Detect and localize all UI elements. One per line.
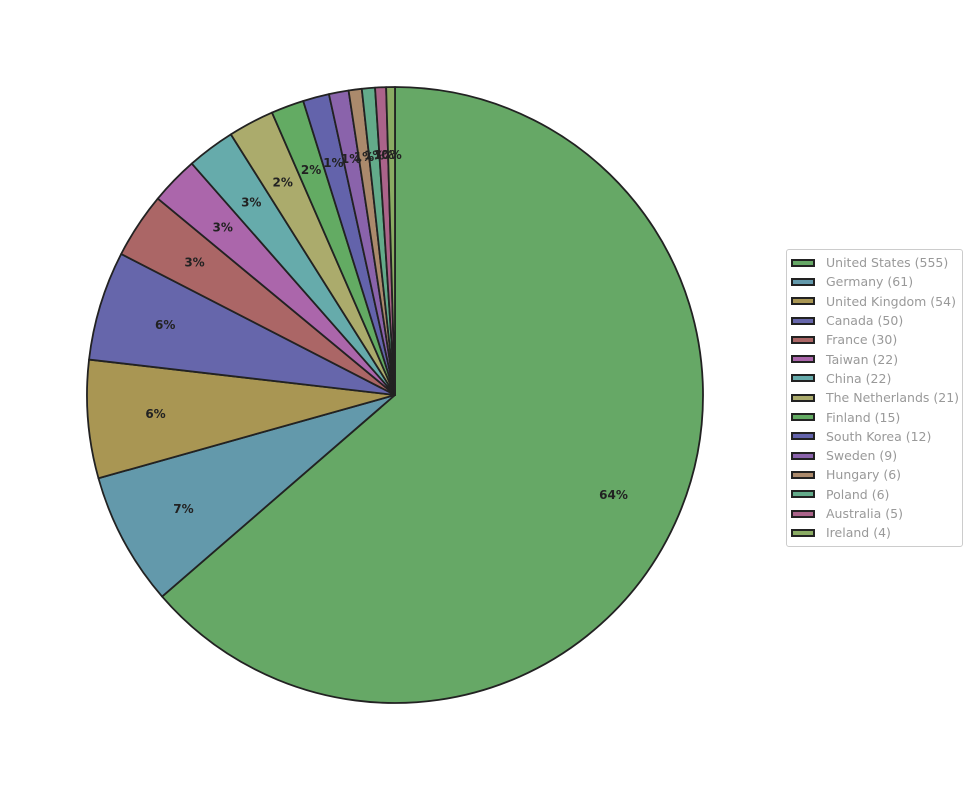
legend-swatch [791, 451, 815, 460]
legend-item: Germany (61) [787, 272, 962, 291]
legend-label: Australia (5) [826, 506, 903, 521]
legend-label: United States (555) [826, 255, 949, 271]
legend-swatch [791, 374, 815, 383]
legend-label: Canada (50) [826, 313, 904, 329]
legend-swatch [791, 355, 815, 364]
legend-swatch [791, 393, 815, 402]
slice-percent-label: 2% [301, 163, 321, 177]
legend-label: France (30) [826, 332, 898, 348]
slice-percent-label: 0% [381, 148, 401, 162]
legend-swatch [791, 432, 815, 441]
legend-label: China (22) [826, 370, 892, 386]
legend-item: China (22) [787, 369, 962, 388]
legend-swatch [791, 277, 815, 286]
legend-swatch [791, 335, 815, 344]
slice-percent-label: 64% [599, 488, 628, 502]
legend-label: United Kingdom (54) [826, 293, 956, 309]
legend-item: The Netherlands (21) [787, 388, 962, 407]
legend-item: Australia (5) [787, 504, 962, 523]
legend-swatch [791, 490, 815, 499]
slice-percent-label: 3% [213, 221, 233, 235]
legend-swatch [791, 528, 815, 537]
legend-swatch [791, 470, 815, 479]
chart-legend: United States (555) Germany (61) United Ki… [786, 249, 963, 548]
legend-item: Poland (6) [787, 485, 962, 504]
legend-item: United States (555) [787, 253, 962, 272]
legend-item: France (30) [787, 330, 962, 349]
legend-item: Ireland (4) [787, 523, 962, 542]
legend-label: Finland (15) [826, 409, 901, 425]
pie-slice [161, 86, 704, 704]
pie-slice [385, 86, 396, 396]
legend-item: Taiwan (22) [787, 349, 962, 368]
legend-item: South Korea (12) [787, 427, 962, 446]
slice-percent-label: 2% [273, 176, 293, 190]
pie-percent-labels: 64%7%6%6%3%3%3%2%2%1%1%1%1%1%0% [145, 148, 628, 516]
legend-item: Canada (50) [787, 311, 962, 330]
slice-percent-label: 1% [354, 150, 374, 164]
slice-percent-label: 6% [155, 318, 175, 332]
slice-percent-label: 1% [341, 152, 361, 166]
legend-label: Poland (6) [826, 486, 890, 502]
legend-item: Hungary (6) [787, 465, 962, 484]
legend-swatch [791, 316, 815, 325]
legend-label: South Korea (12) [826, 428, 932, 444]
pie-slice [97, 394, 396, 598]
legend-label: Ireland (4) [826, 525, 891, 541]
legend-label: Germany (61) [826, 274, 914, 290]
legend-item: Sweden (9) [787, 446, 962, 465]
slice-percent-label: 3% [241, 195, 261, 209]
slice-percent-label: 1% [374, 148, 394, 162]
legend-swatch [791, 258, 815, 267]
slice-percent-label: 3% [184, 256, 204, 270]
legend-swatch [791, 297, 815, 306]
slice-percent-label: 1% [323, 156, 343, 170]
pie-slice [86, 358, 396, 480]
slice-percent-label: 7% [173, 502, 193, 516]
legend-label: Hungary (6) [826, 467, 902, 483]
slice-percent-label: 1% [364, 149, 384, 163]
legend-label: Taiwan (22) [826, 351, 899, 367]
legend-item: Finland (15) [787, 407, 962, 426]
legend-label: Sweden (9) [826, 448, 898, 464]
pie-slices [86, 86, 704, 704]
legend-swatch [791, 509, 815, 518]
slice-percent-label: 6% [145, 407, 165, 421]
legend-label: The Netherlands (21) [826, 390, 960, 406]
legend-item: United Kingdom (54) [787, 292, 962, 311]
legend-swatch [791, 413, 815, 422]
